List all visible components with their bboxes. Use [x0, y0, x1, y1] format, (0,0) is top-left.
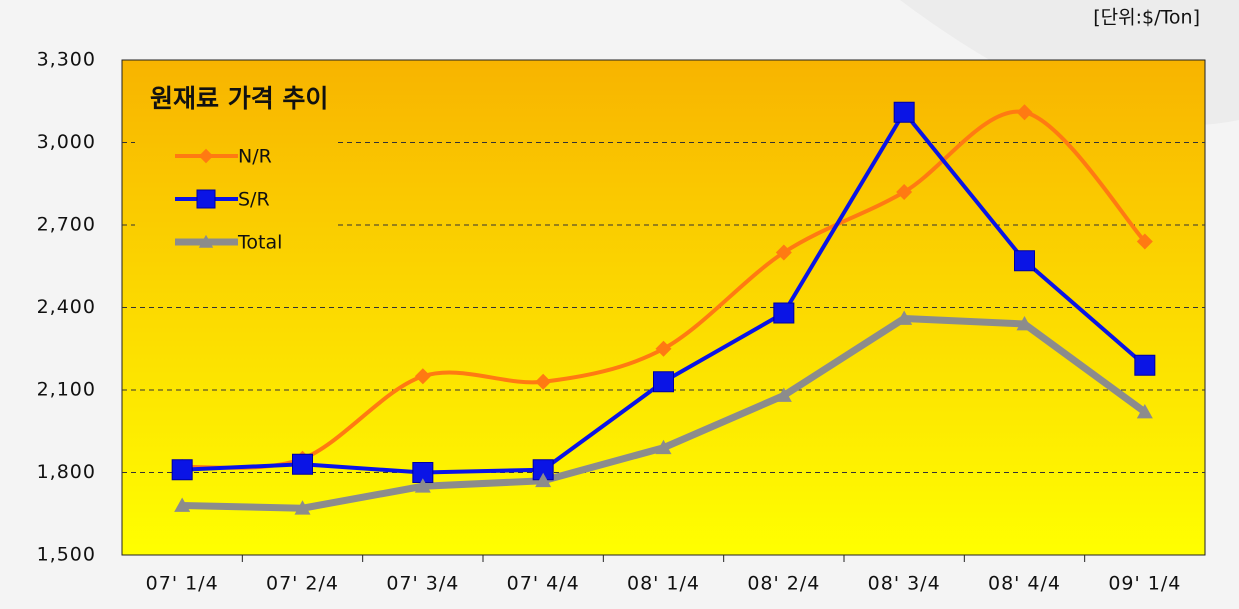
- legend-box: [135, 75, 335, 265]
- data-point: [655, 439, 672, 455]
- legend-label: S/R: [238, 189, 270, 211]
- data-point: [174, 497, 191, 512]
- data-point: [171, 459, 193, 481]
- x-tick-label: 09' 1/4: [1108, 573, 1181, 595]
- data-point: [896, 184, 913, 200]
- data-point: [535, 373, 552, 390]
- data-point: [775, 387, 792, 402]
- data-point: [1016, 104, 1033, 121]
- data-point: [1134, 354, 1156, 376]
- x-tick-label: 07' 3/4: [386, 573, 459, 595]
- y-tick-label: 1,500: [37, 544, 96, 566]
- legend-marker: [196, 189, 216, 209]
- y-tick-label: 3,000: [37, 131, 96, 153]
- data-point: [535, 472, 552, 488]
- y-tick-label: 2,100: [37, 379, 96, 401]
- data-point: [1014, 250, 1035, 272]
- data-point: [1136, 404, 1153, 419]
- x-tick-label: 07' 2/4: [266, 573, 339, 595]
- data-point: [773, 302, 795, 324]
- x-tick-label: 08' 1/4: [627, 573, 700, 595]
- data-point: [775, 244, 792, 261]
- legend-marker: [198, 234, 214, 248]
- data-point: [414, 368, 431, 385]
- data-point: [294, 500, 311, 515]
- y-tick-label: 3,300: [37, 49, 96, 71]
- data-point: [655, 340, 672, 357]
- data-point: [893, 101, 915, 123]
- x-tick-label: 07' 4/4: [507, 573, 580, 595]
- data-point: [653, 371, 674, 393]
- legend-label: Total: [237, 232, 282, 254]
- x-tick-label: 08' 4/4: [988, 573, 1061, 595]
- y-tick-label: 1,800: [37, 461, 96, 483]
- y-tick-label: 2,400: [37, 296, 96, 318]
- data-point: [292, 453, 313, 475]
- x-tick-label: 07' 1/4: [146, 573, 219, 595]
- x-tick-label: 08' 3/4: [868, 573, 941, 595]
- unit-label: [단위:$/Ton]: [1093, 7, 1200, 29]
- y-tick-label: 2,700: [37, 214, 96, 236]
- data-point: [414, 478, 431, 493]
- legend-label: N/R: [238, 146, 272, 168]
- data-point: [1016, 316, 1033, 331]
- x-tick-label: 08' 2/4: [747, 573, 820, 595]
- legend-marker: [198, 148, 214, 164]
- data-point: [896, 310, 913, 325]
- legend-title: 원재료 가격 추이: [150, 84, 328, 113]
- data-point: [1136, 233, 1153, 250]
